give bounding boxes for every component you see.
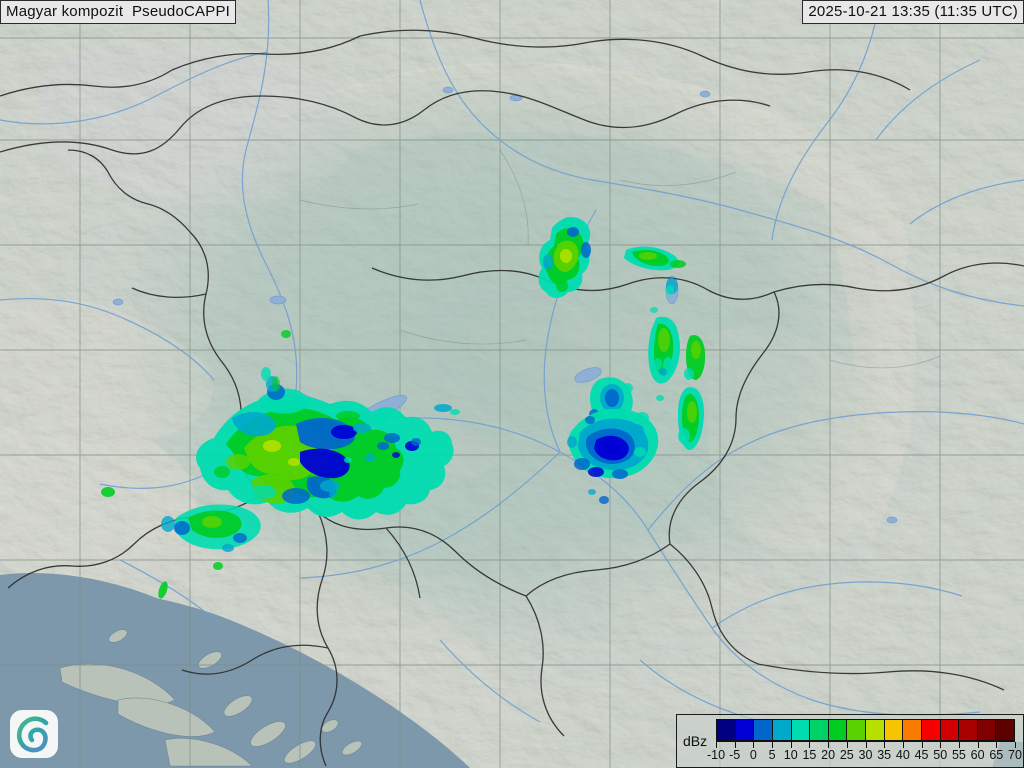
echo-speck-se2	[588, 489, 596, 495]
legend-tick-mark	[884, 742, 886, 748]
legend-tick-label: 5	[768, 748, 776, 762]
legend-tick-mark	[790, 742, 792, 748]
legend-swatch	[810, 720, 829, 740]
legend-swatch	[772, 720, 792, 740]
legend-tick-label: 40	[895, 748, 910, 762]
echo-speck-c6	[329, 491, 337, 497]
legend-tick-label: 10	[783, 748, 798, 762]
legend-tick-mark	[1015, 742, 1016, 748]
echo-speck-c4	[411, 438, 421, 446]
legend-tick-label: 35	[877, 748, 892, 762]
legend-swatch	[977, 720, 997, 740]
legend-tick-label: 60	[970, 748, 985, 762]
legend-tick-mark	[753, 742, 755, 748]
echo-east-strips	[648, 278, 706, 450]
legend-swatch	[996, 720, 1014, 740]
legend-tick-labels: -10 -5 0 5 10 15 20 25 30 35 40 45 50 55 60 65 70	[707, 748, 1022, 764]
legend-tick-mark	[846, 742, 848, 748]
legend-swatch	[940, 720, 960, 740]
legend-tick-label: 70	[1008, 748, 1022, 762]
timestamp-label: 2025-10-21 13:35 (11:35 UTC)	[802, 0, 1024, 24]
legend-swatch	[921, 720, 941, 740]
legend-axis-line	[716, 741, 1016, 749]
legend-unit-label: dBz	[683, 733, 708, 749]
echo-speck-c5	[344, 457, 352, 463]
echo-balaton-speck	[434, 404, 452, 412]
echo-southeast-cluster	[567, 408, 659, 479]
echo-balaton-speck2	[450, 409, 460, 415]
legend-swatch	[866, 720, 885, 740]
legend-tick-mark	[865, 742, 867, 748]
legend-tick-mark	[977, 742, 979, 748]
legend-tick-label: 50	[933, 748, 948, 762]
echo-speck-se1	[599, 496, 609, 504]
legend-tick-mark	[809, 742, 811, 748]
legend-swatch	[903, 720, 922, 740]
echo-small-north	[281, 330, 291, 338]
echo-slovakia-cell	[538, 217, 591, 298]
legend-tick-mark	[902, 742, 904, 748]
legend-tick-mark	[772, 742, 774, 748]
legend-swatch	[791, 720, 811, 740]
legend-tick-label: 20	[821, 748, 836, 762]
legend-swatch	[847, 720, 866, 740]
national-borders	[0, 29, 1024, 767]
legend-tick-mark	[734, 742, 736, 748]
legend-color-bar	[716, 719, 1015, 741]
legend-tick-mark	[996, 742, 998, 748]
echo-west-hungary-main	[196, 394, 454, 520]
legend-tick-mark	[828, 742, 830, 748]
spiral-icon	[16, 716, 49, 753]
legend-tick-mark	[921, 742, 923, 748]
legend-swatch	[959, 720, 978, 740]
echo-speck-e1	[656, 395, 664, 401]
legend-tick-label: 30	[858, 748, 873, 762]
legend-tick-mark	[940, 742, 942, 748]
legend-tick-label: 25	[839, 748, 854, 762]
legend-swatch	[717, 720, 736, 740]
legend-tick-mark	[958, 742, 960, 748]
legend-tick-label: 55	[951, 748, 966, 762]
legend-swatch	[884, 720, 904, 740]
echo-slovenia-speck	[101, 487, 115, 497]
dbz-colorbar-legend: dBz -10 -5 0 5 10 15 20 25 30 35 40 45 50 55 60 65 70	[676, 714, 1024, 768]
legend-swatch	[828, 720, 848, 740]
legend-swatch	[735, 720, 755, 740]
product-title-label: Magyar kompozit PseudoCAPPI	[0, 0, 237, 24]
legend-tick-label: 15	[802, 748, 817, 762]
legend-swatch	[754, 720, 773, 740]
echo-west-south-lobe	[161, 504, 261, 552]
echo-speck-c1	[377, 442, 389, 450]
legend-tick-label: 45	[914, 748, 929, 762]
echo-small-south	[213, 562, 223, 570]
echo-adriatic-hinterland	[158, 581, 168, 599]
echo-northeast-band	[624, 246, 686, 271]
legend-tick-mark	[716, 742, 717, 748]
legend-tick-label: -10	[706, 748, 726, 762]
legend-tick-label: 0	[749, 748, 757, 762]
echo-speck-e2	[650, 307, 658, 313]
legend-tick-label: -5	[729, 748, 741, 762]
hungaromet-spiral-logo[interactable]	[10, 710, 58, 758]
legend-tick-label: 65	[989, 748, 1004, 762]
echo-small-nw	[272, 376, 280, 392]
echo-speck-c2	[365, 454, 375, 462]
radar-echo-layer	[101, 217, 706, 599]
echo-speck-c3	[392, 452, 400, 458]
radar-range-tint	[115, 65, 895, 665]
admin-subdivisions	[299, 149, 941, 369]
